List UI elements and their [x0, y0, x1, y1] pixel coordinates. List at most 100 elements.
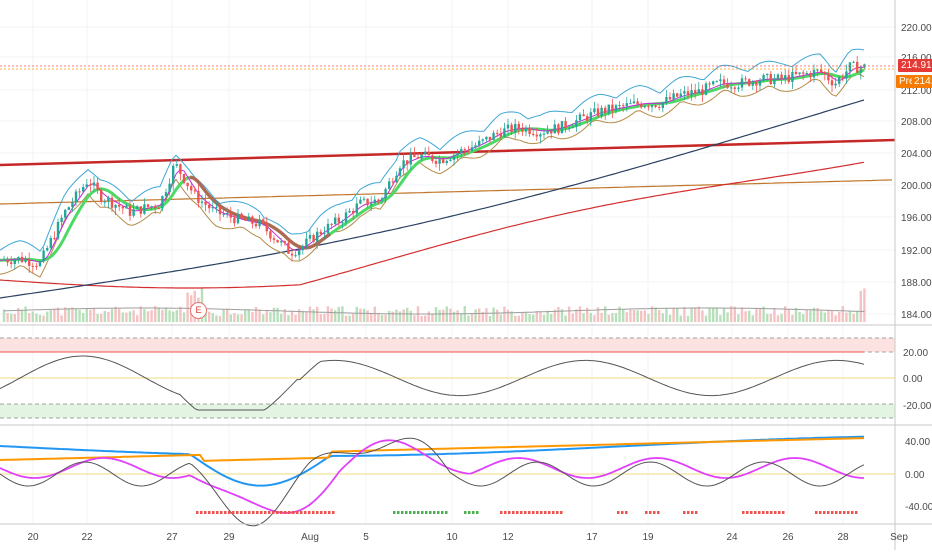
- candle-body: [42, 250, 45, 262]
- volume-bar: [632, 309, 636, 322]
- candle-body: [319, 231, 322, 235]
- macd-pane[interactable]: [0, 435, 895, 527]
- oscillator-axis[interactable]: 20.00 0.00 -20.00: [903, 348, 932, 412]
- volume-bar: [845, 312, 848, 322]
- candle-body: [625, 103, 628, 107]
- signal-dot: [332, 511, 335, 514]
- signal-dot: [316, 511, 319, 514]
- volume-bar: [240, 314, 243, 322]
- volume-bar: [121, 312, 124, 322]
- macd-blue-line: [0, 435, 864, 487]
- volume-bar: [571, 313, 574, 322]
- candle-body: [532, 134, 535, 136]
- volume-bar: [708, 307, 711, 322]
- candle-body: [492, 132, 495, 140]
- signal-dot: [695, 511, 698, 514]
- candle-body: [294, 255, 297, 257]
- volume-bar: [136, 315, 139, 322]
- volume-bar: [719, 315, 722, 322]
- candle-body: [269, 231, 272, 239]
- volume-bar: [280, 313, 283, 322]
- earnings-marker[interactable]: E: [190, 302, 207, 319]
- oscillator-pane[interactable]: [0, 337, 895, 419]
- volume-bar: [384, 314, 387, 322]
- volume-bar: [830, 310, 834, 322]
- candle-body: [406, 160, 409, 165]
- candle-body: [442, 159, 445, 163]
- volume-bar: [546, 310, 549, 322]
- candle-body: [89, 184, 92, 186]
- candle-body: [607, 104, 610, 114]
- volume-bar: [841, 306, 844, 322]
- candle-body: [240, 213, 243, 219]
- candle-body: [136, 206, 139, 210]
- volume-bar: [560, 309, 564, 322]
- volume-bar: [859, 290, 862, 322]
- volume-bar: [694, 307, 697, 322]
- candle-body: [28, 259, 31, 266]
- signal-dot: [284, 511, 287, 514]
- candle-body: [402, 160, 405, 169]
- volume-bar: [366, 310, 369, 322]
- candle-body: [35, 265, 38, 267]
- volume-bar: [539, 311, 542, 322]
- volume-bar: [24, 306, 27, 322]
- candle-body: [359, 199, 362, 204]
- candle-body: [449, 159, 452, 161]
- signal-dot: [742, 511, 745, 514]
- macd-magenta-line: [0, 439, 865, 514]
- trendline-upper[interactable]: [0, 138, 896, 167]
- candle-body: [568, 128, 571, 130]
- volume-bar: [827, 309, 830, 322]
- signal-dot: [645, 511, 648, 514]
- volume-bar: [186, 292, 189, 322]
- volume-bar: [758, 308, 762, 322]
- signal-dot: [304, 511, 307, 514]
- candle-body: [578, 114, 582, 121]
- price-pane[interactable]: [0, 48, 896, 322]
- candle-body: [60, 217, 63, 223]
- time-axis[interactable]: 20 22 27 29 Aug 5 10 12 17 19 24 26 28 Sep: [27, 532, 908, 543]
- volume-bar: [226, 308, 229, 322]
- candle-body: [676, 93, 679, 97]
- candle-body: [730, 87, 733, 89]
- signal-dot: [256, 511, 259, 514]
- price-tick-label: 188.00: [901, 278, 932, 289]
- volume-bar: [737, 314, 740, 322]
- overbought-zone: [0, 338, 895, 352]
- candle-body: [550, 131, 553, 134]
- volume-bar: [244, 310, 247, 322]
- volume-bar: [355, 306, 358, 322]
- volume-bar: [56, 307, 60, 322]
- candle-body: [103, 201, 106, 203]
- signal-dot: [653, 511, 656, 514]
- volume-bar: [38, 314, 42, 322]
- candle-body: [290, 253, 294, 256]
- last-price-tag: 214.91: [898, 59, 932, 72]
- candle-body: [708, 83, 711, 85]
- volume-bar: [722, 307, 726, 322]
- signal-dot: [524, 511, 527, 514]
- candle-body: [337, 217, 340, 223]
- volume-bar: [103, 310, 106, 322]
- volume-bar: [348, 315, 351, 322]
- candle-body: [312, 235, 315, 242]
- candle-body: [150, 206, 153, 208]
- volume-bar: [589, 312, 592, 322]
- volume-bar: [100, 313, 103, 322]
- candles[interactable]: [2, 56, 866, 273]
- volume-bar: [794, 307, 798, 322]
- volume-bar: [856, 310, 859, 322]
- oversold-zone: [0, 404, 895, 418]
- volume-bar: [557, 306, 560, 322]
- price-axis[interactable]: 220.00 216.00 212.00 208.00 204.00 200.00 196.…: [901, 23, 932, 321]
- signal-dot: [500, 511, 503, 514]
- volume-bar: [784, 306, 787, 322]
- macd-axis[interactable]: 40.00 0.00 -40.00: [905, 437, 932, 513]
- candle-body: [791, 71, 794, 83]
- signal-dot: [441, 511, 444, 514]
- candle-body: [370, 203, 373, 206]
- signal-dot: [393, 511, 396, 514]
